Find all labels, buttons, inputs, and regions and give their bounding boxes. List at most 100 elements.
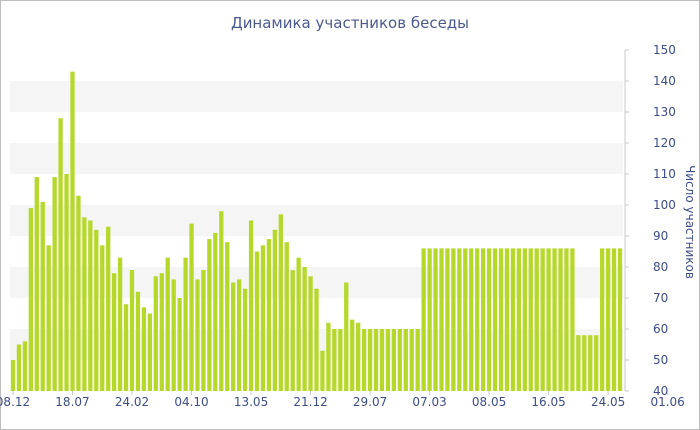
bar — [278, 214, 283, 391]
y-tick-label: 70 — [653, 291, 668, 305]
bar — [582, 335, 587, 391]
bar — [391, 329, 397, 391]
bar — [463, 248, 468, 391]
x-tick-label: 08.12 — [0, 395, 30, 409]
bar — [605, 248, 611, 391]
bar — [129, 270, 135, 391]
x-axis: 08.12 18.07 24.02 04.10 13.05 21.12 29.07 07.03… — [0, 391, 685, 409]
bar — [52, 177, 57, 391]
bar — [356, 322, 361, 391]
bar — [248, 220, 254, 391]
y-axis-label: Число участников — [683, 165, 697, 279]
bar — [94, 229, 99, 391]
bar — [564, 248, 569, 391]
bar — [451, 248, 456, 391]
bar — [22, 341, 28, 391]
bar — [498, 248, 504, 391]
bar — [82, 217, 87, 391]
y-tick-label: 150 — [653, 43, 676, 57]
bar — [213, 232, 218, 391]
bar — [552, 248, 557, 391]
bar — [350, 319, 355, 391]
bar — [236, 279, 242, 391]
bar — [540, 248, 545, 391]
bar — [219, 211, 224, 391]
bar — [28, 208, 33, 391]
bar — [16, 344, 22, 391]
bars — [10, 71, 623, 391]
bar — [302, 267, 307, 391]
bar — [296, 257, 301, 391]
grid-band — [10, 205, 623, 236]
y-tick-label: 120 — [653, 136, 676, 150]
bar — [58, 118, 63, 391]
bar — [46, 245, 51, 391]
bar — [165, 257, 170, 391]
bar — [445, 248, 450, 391]
x-tick-label: 29.07 — [353, 395, 387, 409]
x-tick-label: 07.03 — [412, 395, 446, 409]
bar — [112, 273, 117, 391]
bar — [522, 248, 527, 391]
bar — [284, 242, 289, 391]
y-tick-label: 40 — [653, 384, 668, 398]
y-tick-label: 100 — [653, 198, 676, 212]
bar — [344, 282, 349, 391]
bar — [147, 313, 153, 391]
y-tick-label: 60 — [653, 322, 668, 336]
bar — [373, 329, 379, 391]
bar — [100, 245, 105, 391]
x-tick-label: 18.07 — [55, 395, 89, 409]
x-tick-label: 24.02 — [115, 395, 149, 409]
bar — [332, 329, 337, 391]
bar — [611, 248, 617, 391]
bar — [225, 242, 230, 391]
bar — [171, 279, 176, 391]
x-tick-label: 04.10 — [174, 395, 208, 409]
bar — [409, 329, 414, 391]
bar — [397, 329, 402, 391]
bar — [415, 329, 420, 391]
bar — [379, 329, 385, 391]
bar — [34, 177, 39, 391]
bar — [588, 335, 593, 391]
bar — [201, 270, 206, 391]
bar — [385, 329, 391, 391]
grid-band — [10, 81, 623, 112]
bar — [272, 229, 277, 391]
x-tick-label: 01.06 — [650, 395, 684, 409]
bar — [528, 248, 533, 391]
y-tick-label: 80 — [653, 260, 668, 274]
bar — [320, 350, 325, 391]
bar — [361, 329, 367, 391]
x-tick-label: 13.05 — [234, 395, 268, 409]
bar — [403, 329, 408, 391]
y-axis: 40 50 60 70 80 90 100 110 120 130 140 150 — [624, 43, 676, 398]
bar — [492, 248, 498, 391]
bar — [76, 195, 81, 391]
bar — [141, 307, 147, 391]
bar — [326, 322, 331, 391]
bar — [117, 257, 123, 391]
grid-band — [10, 143, 623, 174]
bar — [475, 248, 480, 391]
bar — [570, 248, 575, 391]
bar — [510, 248, 516, 391]
chart-title: Динамика участников беседы — [231, 14, 469, 32]
bar — [106, 226, 111, 391]
bar — [427, 248, 432, 391]
bar — [88, 220, 93, 391]
bar — [576, 335, 581, 391]
bar — [367, 329, 373, 391]
bar — [70, 71, 75, 391]
y-tick-label: 50 — [653, 353, 668, 367]
bar — [516, 248, 521, 391]
bar — [254, 251, 260, 391]
bar — [40, 201, 45, 391]
bar — [546, 248, 551, 391]
bar — [469, 248, 474, 391]
bar — [504, 248, 510, 391]
bar — [600, 248, 605, 391]
bar — [534, 248, 539, 391]
